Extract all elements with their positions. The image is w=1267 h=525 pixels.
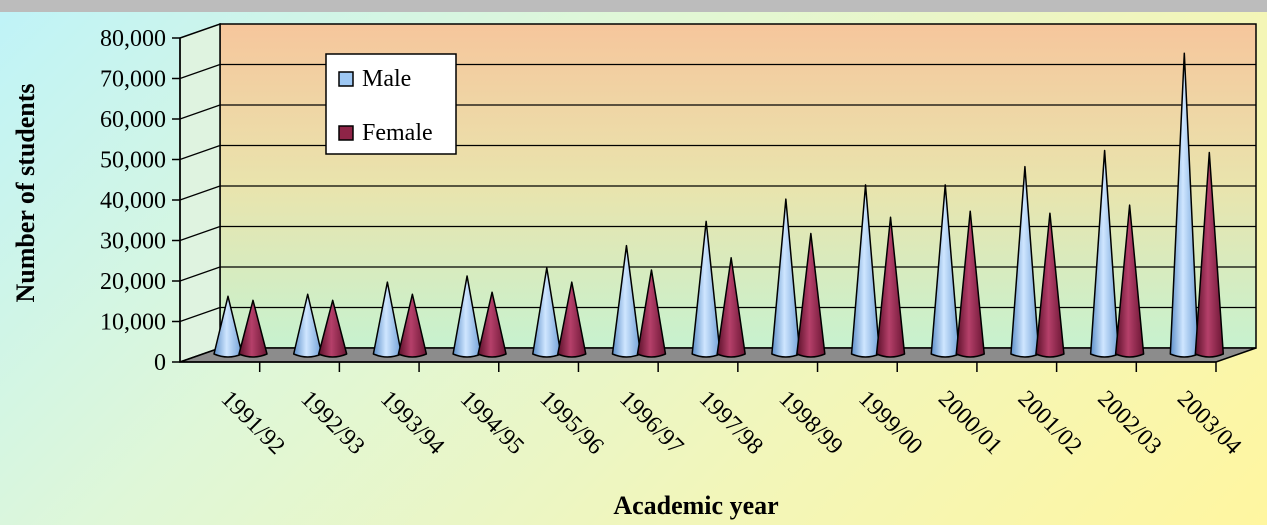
x-tick-label: 2001/02 — [1013, 386, 1087, 460]
gridline-side — [179, 185, 221, 201]
x-tick-label: 1999/00 — [853, 386, 927, 460]
x-tick-label: 2002/03 — [1092, 386, 1166, 460]
cone-female-2001-02 — [1035, 212, 1065, 358]
legend-label-male: Male — [362, 66, 411, 92]
y-tick-label: 70,000 — [100, 67, 166, 93]
x-tick-label: 1993/94 — [375, 386, 449, 460]
y-tick-label: 10,000 — [100, 310, 166, 336]
cones — [213, 52, 1225, 358]
x-tick-label: 1994/95 — [455, 386, 529, 460]
y-tick-label: 20,000 — [100, 269, 166, 295]
cone-female-2000-01 — [955, 210, 985, 358]
cone-female-2002-03 — [1114, 204, 1145, 358]
y-axis-label: Number of students — [11, 83, 40, 302]
cone-female-1994-95 — [477, 291, 507, 358]
gridline-side — [179, 144, 221, 161]
cone-female-1996-97 — [636, 269, 667, 358]
x-axis-label: Academic year — [613, 491, 778, 520]
x-tick-label: 2003/04 — [1172, 386, 1246, 460]
y-axis-ticks: 0 10,000 20,000 30,000 40,000 50,000 60,000 70,… — [100, 26, 181, 376]
legend-label-female: Female — [362, 120, 433, 146]
gridline-side — [179, 266, 221, 282]
x-tick-label: 1992/93 — [295, 386, 369, 460]
y-tick-label: 80,000 — [100, 26, 166, 52]
x-tick-label: 2000/01 — [933, 386, 1007, 460]
top-bar — [0, 0, 1267, 12]
cone-female-1997-98 — [716, 257, 746, 358]
x-tick-label: 1996/97 — [614, 386, 688, 460]
x-tick-label: 1991/92 — [216, 386, 290, 460]
gridline-side — [179, 225, 221, 242]
cone-female-1993-94 — [397, 293, 428, 358]
x-tick-label: 1995/96 — [535, 386, 609, 460]
cone-female-1999-00 — [875, 216, 906, 358]
gridline-side — [179, 306, 221, 323]
x-axis-ticks: 1991/92 1992/93 1993/94 1994/95 1995/96 1996/… — [180, 361, 1246, 460]
x-tick-label: 1997/98 — [694, 386, 768, 460]
y-tick-label: 60,000 — [100, 107, 166, 133]
legend-swatch-female — [338, 125, 354, 141]
y-tick-label: 30,000 — [100, 229, 166, 255]
cone-female-2003-04 — [1194, 151, 1225, 358]
y-tick-label: 40,000 — [100, 188, 166, 214]
cone-female-1991-92 — [238, 299, 268, 358]
gridline-side — [179, 63, 221, 80]
x-tick-label: 1998/99 — [774, 386, 848, 460]
y-tick-label: 50,000 — [100, 148, 166, 174]
gridline-side — [179, 104, 221, 120]
legend-swatch-male — [338, 71, 354, 87]
cone-female-1992-93 — [317, 299, 348, 358]
cone-female-1998-99 — [796, 232, 826, 358]
legend: Male Female — [325, 53, 457, 155]
cone-female-1995-96 — [557, 281, 587, 358]
y-tick-label: 0 — [154, 350, 166, 376]
